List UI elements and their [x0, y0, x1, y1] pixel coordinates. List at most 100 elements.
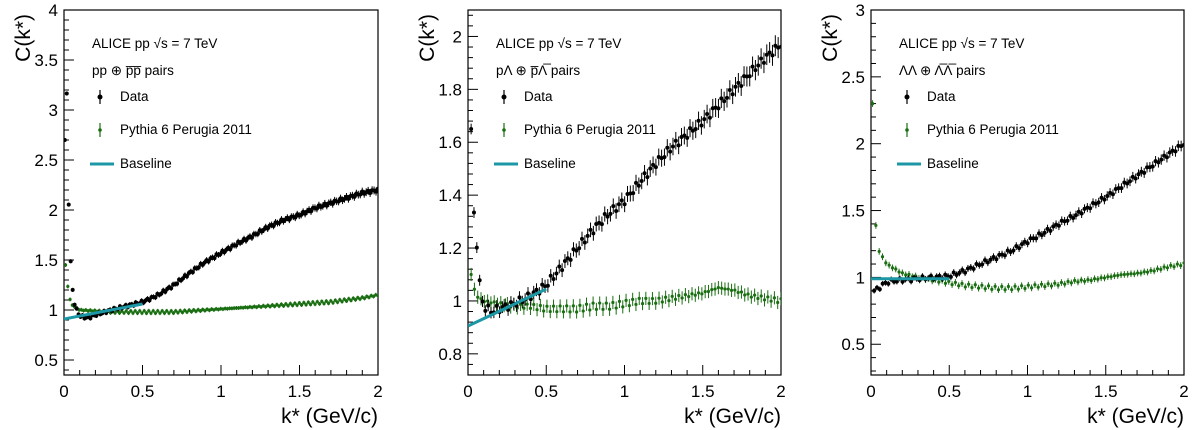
plot-area	[64, 91, 378, 321]
data-point	[685, 135, 690, 140]
data-point	[244, 238, 249, 243]
data-point	[68, 259, 73, 264]
pythia-point	[970, 285, 974, 290]
x-tick-label: 0.5	[937, 382, 961, 401]
pythia-point	[1129, 272, 1133, 276]
pythia-point	[976, 286, 981, 290]
y-tick-label: 1.8	[438, 80, 462, 99]
data-point	[980, 262, 985, 267]
data-point	[255, 231, 260, 236]
data-point	[1079, 211, 1084, 216]
pythia-point	[1056, 283, 1060, 287]
data-point	[1031, 236, 1036, 241]
data-point	[665, 145, 670, 150]
legend-data-label: Data	[120, 89, 149, 104]
series-pythia	[469, 267, 781, 319]
data-point	[1110, 192, 1115, 197]
data-point	[474, 245, 479, 250]
data-point	[1182, 142, 1184, 147]
pythia-point	[1000, 284, 1004, 289]
pythia-point	[1076, 280, 1080, 284]
pythia-point	[476, 295, 480, 299]
pythia-point	[677, 293, 681, 298]
pythia-point	[1089, 278, 1093, 283]
pythia-point	[736, 290, 740, 295]
pythia-point	[472, 287, 477, 291]
pythia-point	[654, 301, 658, 305]
data-point	[651, 162, 656, 167]
pythia-point	[1099, 276, 1103, 280]
data-point	[591, 231, 596, 236]
pythia-point	[729, 288, 734, 292]
pythia-point	[1136, 271, 1140, 275]
x-tick-label: 0	[59, 382, 68, 401]
pythia-point	[937, 280, 941, 284]
chart-panel-1: 0 0.5 1 1.5 20.511.522.533.54C(k*)k* (GeV/c)…	[12, 1, 383, 428]
data-point	[779, 44, 781, 49]
data-point	[66, 202, 71, 207]
data-point	[1017, 246, 1022, 251]
pythia-point	[594, 307, 598, 312]
data-point	[602, 212, 607, 217]
pythia-point	[943, 281, 948, 285]
pythia-point	[489, 301, 493, 305]
data-point	[634, 180, 639, 185]
pythia-point	[1152, 269, 1156, 273]
pythia-point	[138, 309, 142, 313]
pythia-point	[64, 263, 68, 267]
x-tick-label: 0	[463, 382, 472, 401]
pythia-point	[880, 255, 885, 259]
pythia-point	[1020, 284, 1024, 288]
data-point	[74, 306, 79, 311]
pythia-point	[611, 300, 615, 305]
data-point	[1051, 224, 1056, 229]
data-point	[184, 274, 189, 279]
pythia-point	[673, 297, 678, 301]
pythia-point	[492, 300, 496, 304]
pythia-point	[277, 304, 281, 308]
data-point	[682, 133, 687, 138]
legend-system-label: ALICE pp √s = 7 TeV	[92, 36, 217, 51]
data-point	[877, 287, 882, 292]
pythia-point	[723, 287, 727, 291]
data-point	[1073, 213, 1078, 218]
pythia-point	[329, 299, 333, 303]
pythia-point	[353, 298, 358, 302]
pythia-point	[279, 302, 283, 306]
legend-data-marker	[904, 94, 910, 100]
pythia-point	[1102, 276, 1107, 280]
pythia-point	[1049, 284, 1054, 288]
pythia-point	[996, 288, 1001, 292]
pythia-point	[779, 297, 781, 301]
pythia-point	[1179, 264, 1183, 268]
pythia-point	[650, 296, 655, 301]
data-point	[88, 316, 93, 321]
data-point	[894, 279, 899, 284]
pythia-point	[538, 303, 542, 308]
pythia-point	[713, 287, 717, 291]
data-point	[1071, 215, 1076, 220]
x-tick-label: 0.5	[131, 382, 155, 401]
pythia-point	[286, 304, 290, 308]
pythia-point	[598, 301, 602, 305]
pythia-point	[551, 304, 556, 308]
data-point	[568, 257, 573, 262]
legend-pairs-label: pp ⊕ p̅p̅ pairs	[92, 63, 174, 78]
data-point	[724, 95, 729, 100]
data-point	[494, 303, 499, 308]
data-point	[314, 206, 319, 211]
pythia-point	[165, 309, 169, 313]
data-point	[909, 279, 914, 284]
pythia-point	[499, 301, 503, 305]
data-point	[374, 189, 378, 194]
pythia-point	[135, 311, 140, 315]
pythia-point	[311, 300, 315, 304]
data-point	[163, 289, 168, 294]
data-point	[963, 270, 968, 275]
y-tick-label: 3	[49, 101, 58, 120]
data-point	[727, 87, 732, 92]
x-tick-label: 2	[1179, 382, 1188, 401]
chart-panel-3: 0 0.5 1 1.5 2 0.5 1 1.5 2 2.5 3 C(k*) k* (GeV/c) ALIC…	[819, 1, 1189, 428]
pythia-point	[716, 286, 720, 290]
pythia-point	[147, 309, 151, 313]
